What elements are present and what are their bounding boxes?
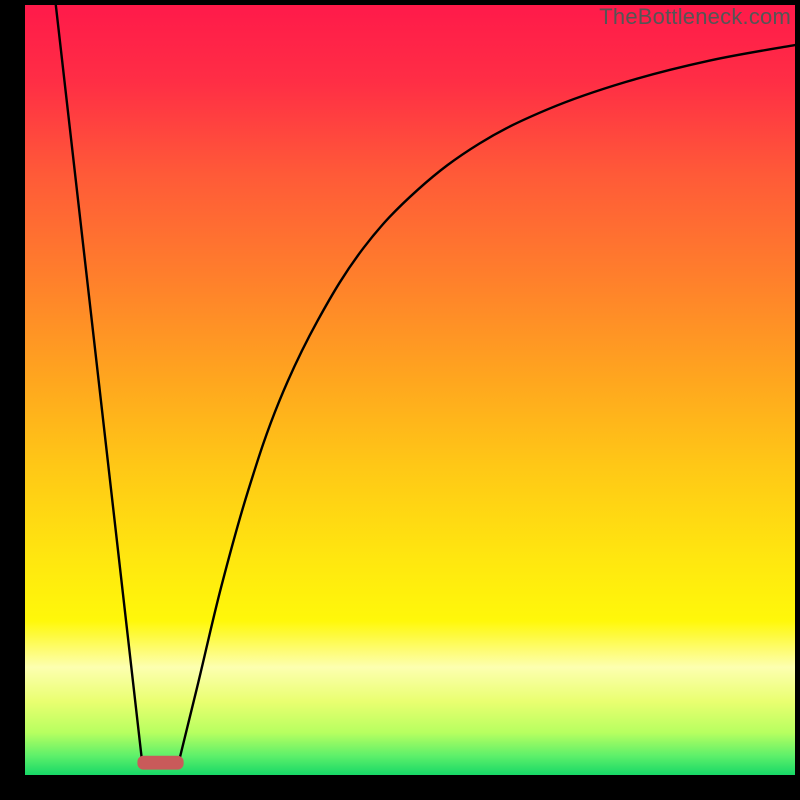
curve-right-branch bbox=[179, 45, 795, 761]
watermark-text: TheBottleneck.com bbox=[599, 4, 791, 30]
frame-right bbox=[795, 0, 800, 800]
curve-left-branch bbox=[56, 5, 142, 761]
plot-area bbox=[25, 5, 795, 775]
frame-left bbox=[0, 0, 25, 800]
chart-svg bbox=[25, 5, 795, 775]
frame-bottom bbox=[0, 775, 800, 800]
vertex-marker bbox=[137, 756, 183, 770]
